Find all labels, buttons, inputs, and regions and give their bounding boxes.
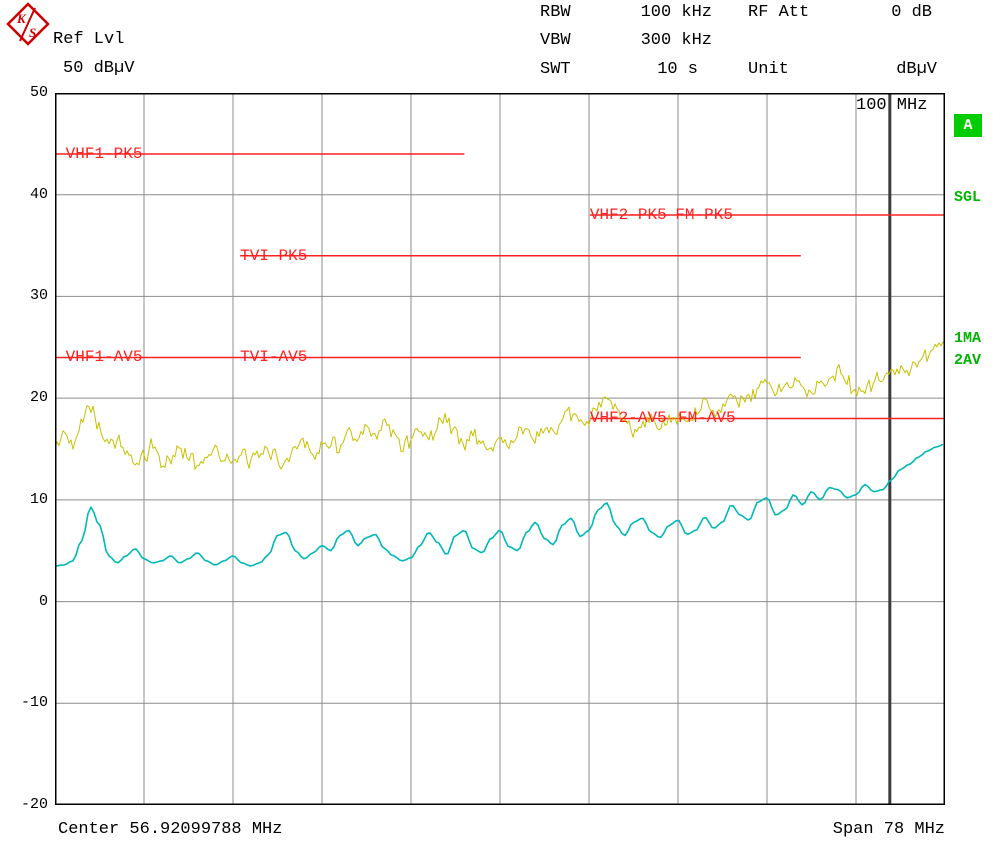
unit-value: dBµV (896, 60, 937, 79)
limit-line-label: VHF1-PK5 (65, 145, 143, 164)
y-axis-tick-label: 50 (29, 84, 48, 101)
limit-line-label: TVI-PK5 (240, 246, 308, 265)
svg-text:K: K (16, 11, 27, 26)
vbw-label: VBW (540, 31, 571, 50)
y-axis-tick-label: 40 (29, 185, 48, 203)
ref-lvl-label: Ref Lvl (53, 30, 125, 49)
center-frequency-label: Center 56.92099788 MHz (58, 820, 283, 839)
rf-att-value: 0 dB (891, 3, 932, 22)
y-axis-tick-label: 10 (29, 490, 48, 508)
limit-line-label: VHF2-AV5 (589, 409, 667, 428)
trace-1ma (55, 341, 945, 470)
trace1-indicator: 1MA (954, 330, 982, 347)
single-sweep-indicator: SGL (954, 189, 982, 206)
unit-label: Unit (748, 60, 789, 79)
ref-lvl-value: 50 dBµV (63, 59, 135, 78)
y-axis-tick-label: 20 (29, 389, 48, 407)
rf-att-label: RF Att (748, 3, 810, 22)
y-axis-tick-label: 30 (29, 287, 48, 305)
spectrum-plot (55, 93, 945, 805)
trace2-indicator: 2AV (954, 352, 982, 369)
trace-2av (55, 443, 944, 567)
limit-line-label: VHF1-AV5 (65, 348, 143, 367)
screen-a-badge: A (954, 114, 982, 137)
svg-text:S: S (29, 25, 36, 40)
rs-logo: K S (6, 2, 50, 46)
y-axis-tick-label: -10 (20, 694, 48, 712)
rbw-label: RBW (540, 3, 571, 22)
rbw-value: 100 kHz (640, 3, 712, 22)
limit-line-label: FM-AV5 (678, 409, 736, 428)
vbw-value: 300 kHz (640, 31, 712, 50)
limit-line-label: TVI-AV5 (240, 348, 308, 367)
limit-line-label: VHF2-PK5 (589, 206, 667, 225)
swt-label: SWT (540, 60, 571, 79)
marker-frequency-label: 100 MHz (856, 96, 928, 115)
y-axis-tick-label: 0 (38, 592, 48, 610)
y-axis-tick-label: -20 (20, 796, 48, 813)
limit-line-label: FM-PK5 (675, 206, 733, 225)
swt-value: 10 s (657, 60, 698, 79)
plot-border (55, 93, 945, 805)
span-label: Span 78 MHz (832, 820, 945, 839)
